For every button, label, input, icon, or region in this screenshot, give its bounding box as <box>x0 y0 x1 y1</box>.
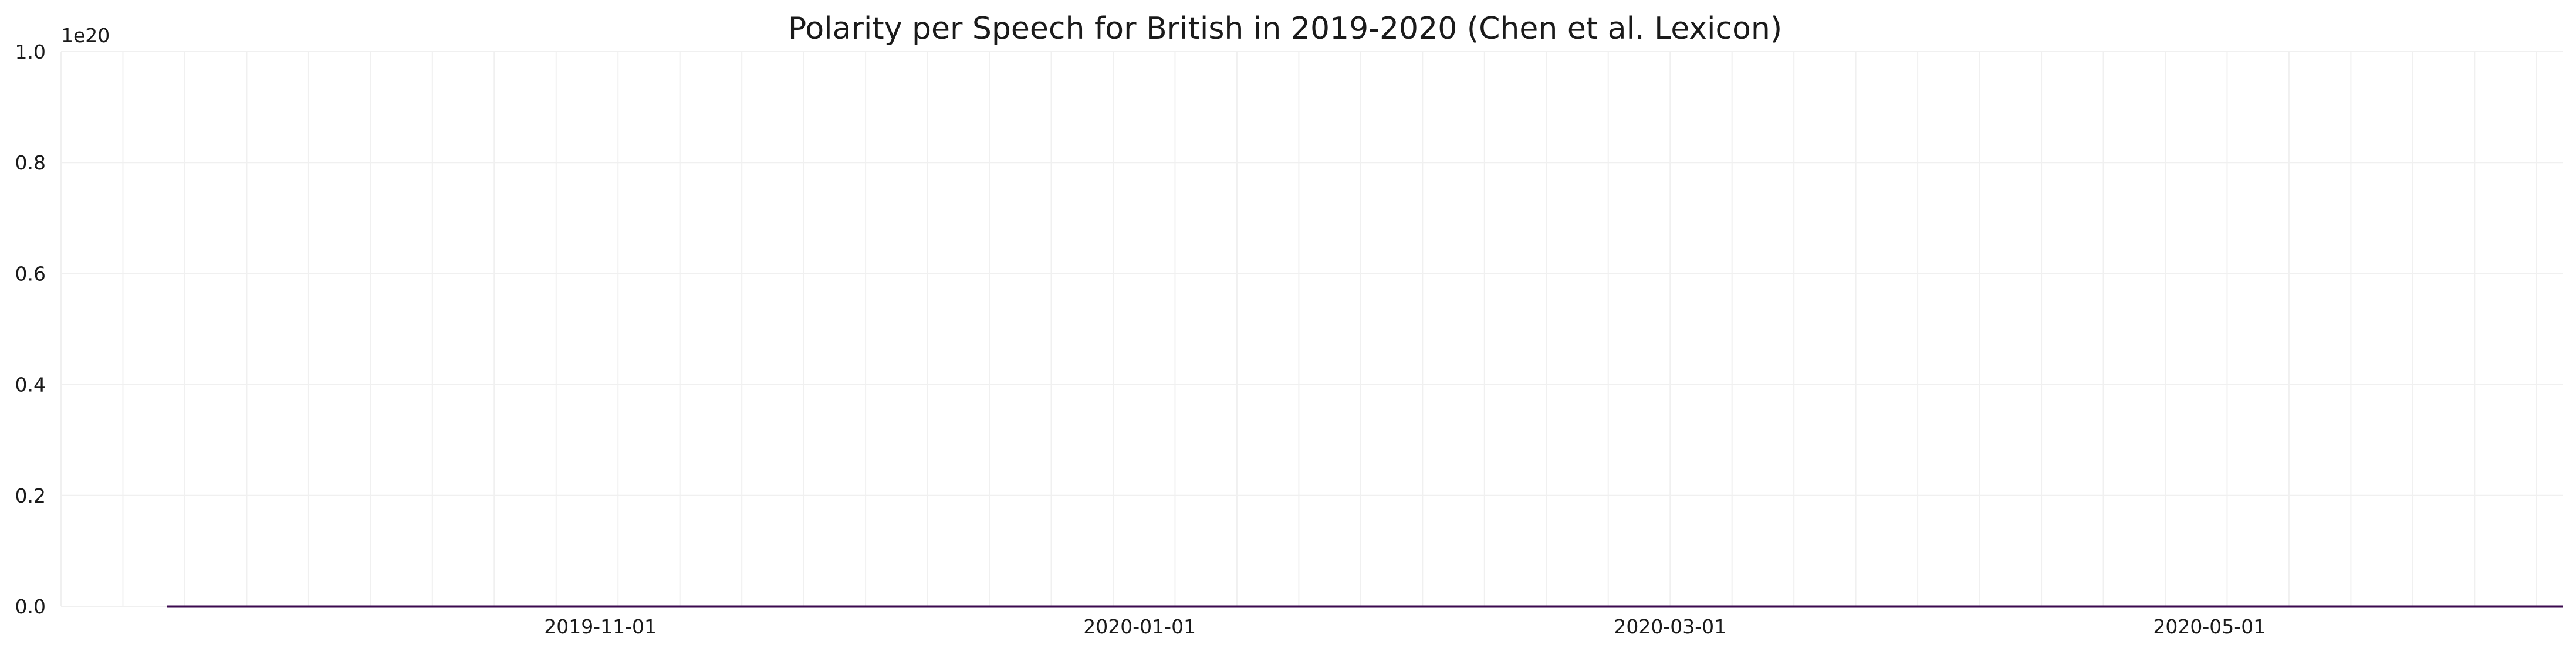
x-tick-label: 2020-05-01 <box>2153 615 2266 638</box>
y-tick-label: 1.0 <box>15 40 46 63</box>
x-tick-label: 2020-03-01 <box>1614 615 1726 638</box>
x-tick-label: 2020-01-01 <box>1083 615 1196 638</box>
y-tick-label: 0.4 <box>15 374 46 396</box>
grid <box>60 51 2563 607</box>
y-tick-label: 0.2 <box>15 484 46 507</box>
y-tick-label: 0.8 <box>15 151 46 174</box>
y-tick-label: 0.0 <box>15 595 46 618</box>
chart-title: Polarity per Speech for British in 2019-… <box>788 11 1782 46</box>
y-axis-scale-note: 1e20 <box>61 24 110 47</box>
y-tick-label: 0.6 <box>15 262 46 285</box>
x-tick-label: 2019-11-01 <box>544 615 657 638</box>
axes: 0.0 0.2 0.4 0.6 0.8 1.0 2019-11-01 2020-01-01 20… <box>15 40 2266 638</box>
